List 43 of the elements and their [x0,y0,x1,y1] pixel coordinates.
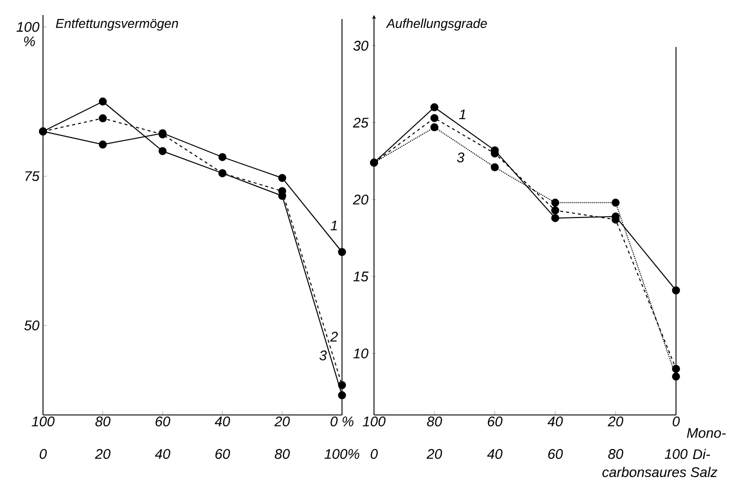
text: carbonsaures Salz [602,466,718,478]
x-tick-label: 60 [488,416,502,426]
x2-tick-label: 80 [274,449,290,459]
x2-tick-label: 100 [664,449,688,459]
x2-tick-label: 60 [548,449,563,459]
x2-tick-label: 0 [370,449,378,459]
y-tick-label: 50 [24,320,40,330]
x-tick-label: 80 [427,416,442,426]
series-label: 3 [456,152,464,162]
series-label: 1 [459,110,466,120]
x-tick-label: 100 [362,416,386,426]
y-tick-label: 30 [353,40,368,51]
x-tick-label: 80 [95,416,110,426]
y-tick-label: 100 [16,22,40,32]
x2-tick-label: 80 [608,449,624,459]
x-tick-label: 0 % [330,416,354,426]
y-tick-label: 15 [353,272,369,282]
series-label: 3 [319,350,327,360]
x2-tick-label: 0 [40,449,47,459]
y-tick-label: 75 [25,171,40,182]
x-tick-label: 40 [214,416,230,426]
x-tick-label: 20 [608,416,624,426]
y-tick-label: 25 [352,118,369,128]
x2-axis-title: Di- [692,448,710,460]
x-tick-label: 0 [672,416,680,426]
x2-tick-label: 60 [215,449,230,459]
series-label: 1 [330,220,337,230]
x-tick-label: 60 [156,416,170,426]
chart-title: Aufhellungsgrade [386,18,487,31]
x2-tick-label: 40 [154,449,170,459]
x-tick-label: 100 [32,416,55,426]
x-tick-label: 40 [548,416,563,426]
chart-title: Entfettungsvermögen [56,18,178,31]
series-label: 2 [330,332,338,342]
y-tick-label: 10 [353,348,368,358]
x2-tick-label: 20 [94,449,110,459]
y-tick-label: 20 [352,194,368,205]
x2-tick-label: 20 [426,449,442,459]
y-axis-title: % [24,36,35,46]
x-axis-title: Mono- [686,428,726,438]
x-tick-label: 20 [274,416,290,426]
x2-tick-label: 100% [324,449,360,459]
x2-tick-label: 40 [487,449,502,459]
